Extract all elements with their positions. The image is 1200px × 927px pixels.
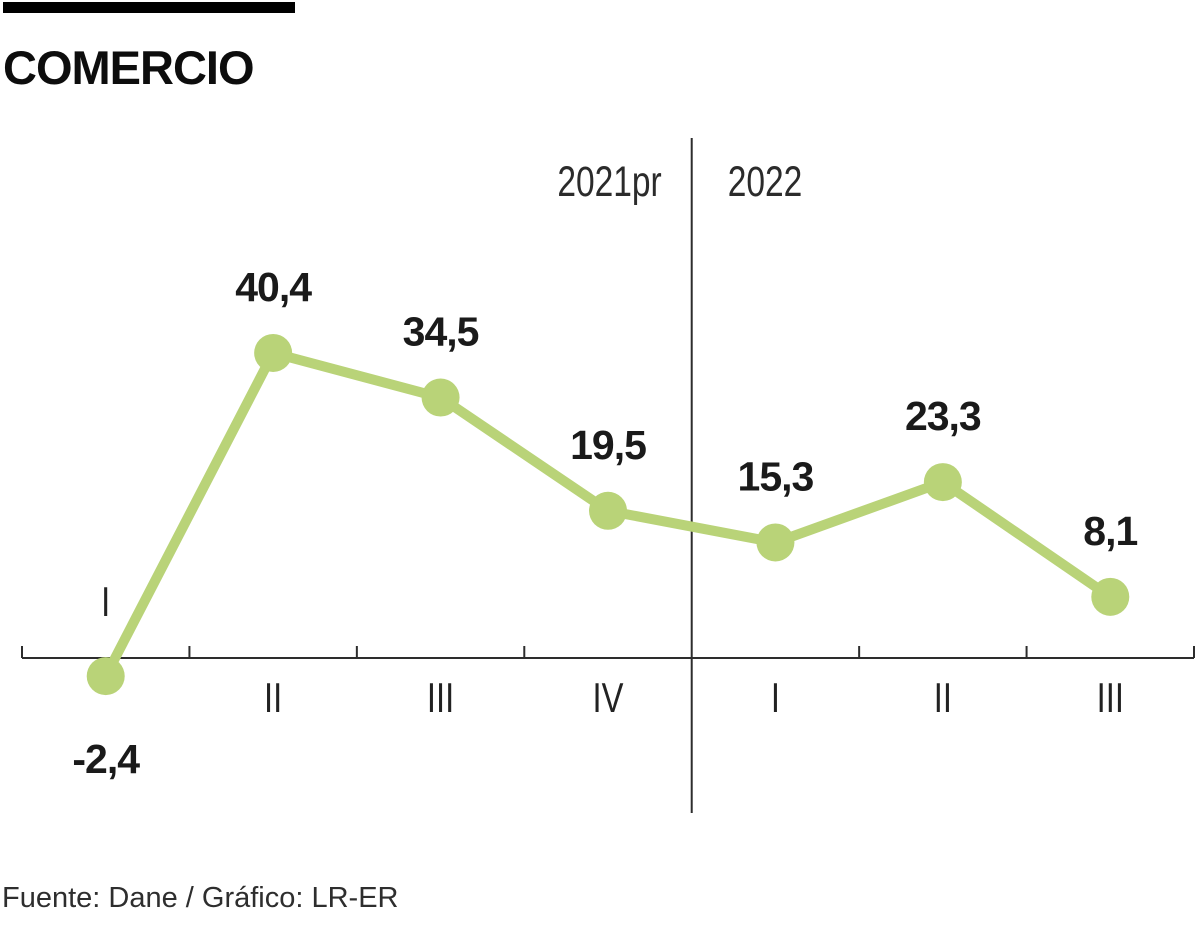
data-point: [86, 657, 125, 696]
category-label: II: [264, 674, 282, 721]
data-point: [756, 523, 795, 562]
category-label: III: [427, 674, 454, 721]
category-label: II: [934, 674, 952, 721]
period-label-right: 2022: [728, 158, 803, 206]
data-point: [254, 333, 293, 372]
title-accent-bar: [3, 2, 295, 13]
value-label: -2,4: [72, 736, 140, 782]
category-label: IV: [593, 674, 624, 721]
data-point: [923, 463, 962, 502]
value-label: 19,5: [570, 422, 646, 468]
data-point: [1091, 577, 1130, 616]
data-point: [421, 378, 460, 417]
category-label: I: [101, 578, 110, 625]
chart-source-credit: Fuente: Dane / Gráfico: LR-ER: [2, 882, 399, 914]
value-label: 34,5: [403, 309, 479, 355]
value-label: 23,3: [905, 393, 981, 439]
value-label: 8,1: [1083, 508, 1137, 554]
value-label: 40,4: [235, 264, 312, 310]
category-label: I: [771, 674, 780, 721]
page-title: COMERCIO: [3, 41, 254, 94]
category-label: III: [1097, 674, 1124, 721]
data-point: [589, 491, 627, 530]
period-label-left: 2021pr: [557, 158, 662, 206]
value-label: 15,3: [738, 453, 814, 499]
